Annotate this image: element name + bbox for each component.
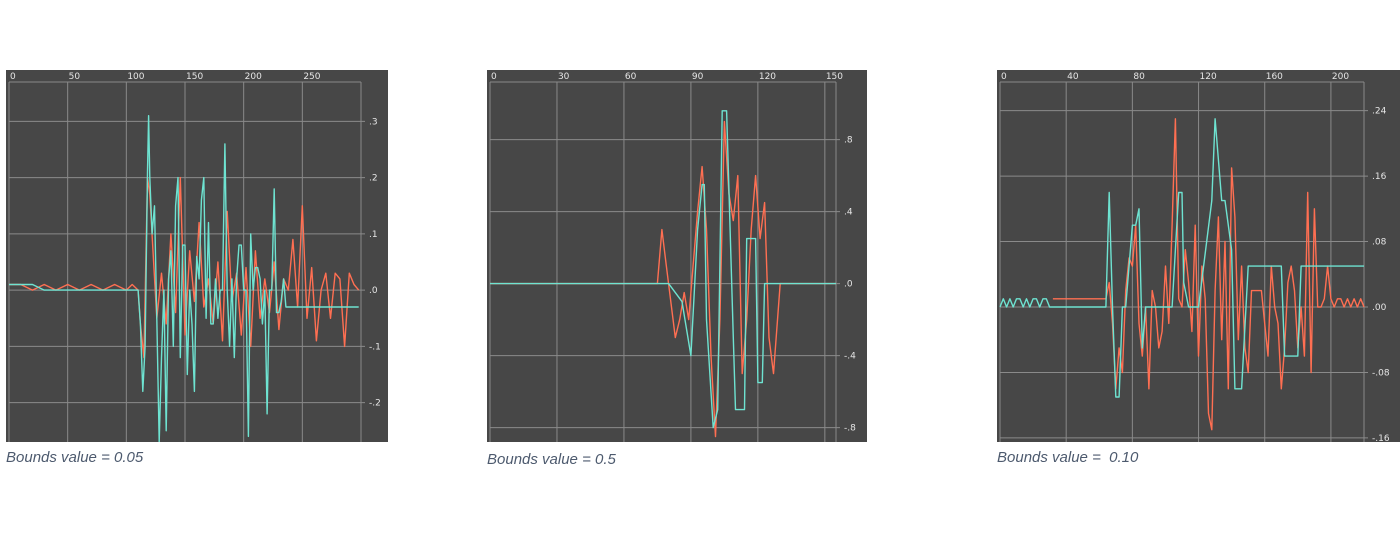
series-line-orange [490, 120, 836, 438]
plot-background [487, 70, 867, 442]
x-tick-label: 60 [625, 72, 637, 82]
y-tick-label: .3 [369, 117, 378, 127]
series-line-cyan [9, 115, 359, 442]
y-tick-label: -.16 [1372, 434, 1390, 442]
x-tick-label: 250 [303, 72, 320, 82]
x-tick-label: 30 [558, 72, 570, 82]
series-line-cyan [490, 110, 836, 429]
y-tick-label: .08 [1372, 238, 1387, 248]
x-tick-label: 0 [491, 72, 497, 82]
x-tick-label: 160 [1266, 72, 1283, 82]
y-tick-label: -.08 [1372, 368, 1390, 378]
series-line-cyan [999, 118, 1364, 398]
y-tick-label: .4 [844, 208, 853, 218]
x-tick-label: 0 [1001, 72, 1007, 82]
y-tick-label: .0 [844, 280, 853, 290]
x-tick-label: 100 [127, 72, 144, 82]
x-tick-label: 150 [186, 72, 203, 82]
chart-panel-2: 0 30 60 90 120 150 .8 .4 .0 -.4 -.8 [487, 70, 867, 442]
x-tick-label: 90 [692, 72, 704, 82]
y-tick-label: .24 [1372, 107, 1387, 117]
y-tick-label: -.4 [844, 352, 856, 362]
x-tick-label: 200 [1332, 72, 1349, 82]
y-tick-label: .16 [1372, 172, 1387, 182]
x-tick-label: 80 [1133, 72, 1145, 82]
x-tick-label: 120 [1200, 72, 1217, 82]
y-tick-label: .00 [1372, 303, 1387, 313]
x-tick-label: 200 [245, 72, 262, 82]
y-tick-label: -.1 [369, 342, 381, 352]
y-tick-label: .2 [369, 174, 378, 184]
chart-panel-1: 0 50 100 150 200 250 .3 .2 .1 .0 -.1 -.2 [6, 70, 388, 442]
x-tick-label: 120 [759, 72, 776, 82]
y-tick-label: .1 [369, 230, 378, 240]
series-line-orange [9, 176, 360, 359]
caption-3: Bounds value = 0.10 [997, 449, 1139, 466]
x-tick-label: 150 [826, 72, 843, 82]
caption-2: Bounds value = 0.5 [487, 451, 616, 468]
y-tick-label: .8 [844, 136, 853, 146]
chart-1: 0 50 100 150 200 250 .3 .2 .1 .0 -.1 -.2 [6, 70, 388, 442]
x-tick-label: 40 [1067, 72, 1079, 82]
y-tick-label: -.2 [369, 399, 381, 409]
chart-2: 0 30 60 90 120 150 .8 .4 .0 -.4 -.8 [487, 70, 867, 442]
chart-panel-3: 0 40 80 120 160 200 .24 .16 .08 .00 -.08 -.16 [997, 70, 1400, 442]
x-tick-label: 0 [10, 72, 16, 82]
x-tick-label: 50 [69, 72, 81, 82]
caption-1: Bounds value = 0.05 [6, 449, 144, 466]
chart-3: 0 40 80 120 160 200 .24 .16 .08 .00 -.08 -.16 [997, 70, 1400, 442]
y-tick-label: -.8 [844, 424, 856, 434]
y-tick-label: .0 [369, 286, 378, 296]
